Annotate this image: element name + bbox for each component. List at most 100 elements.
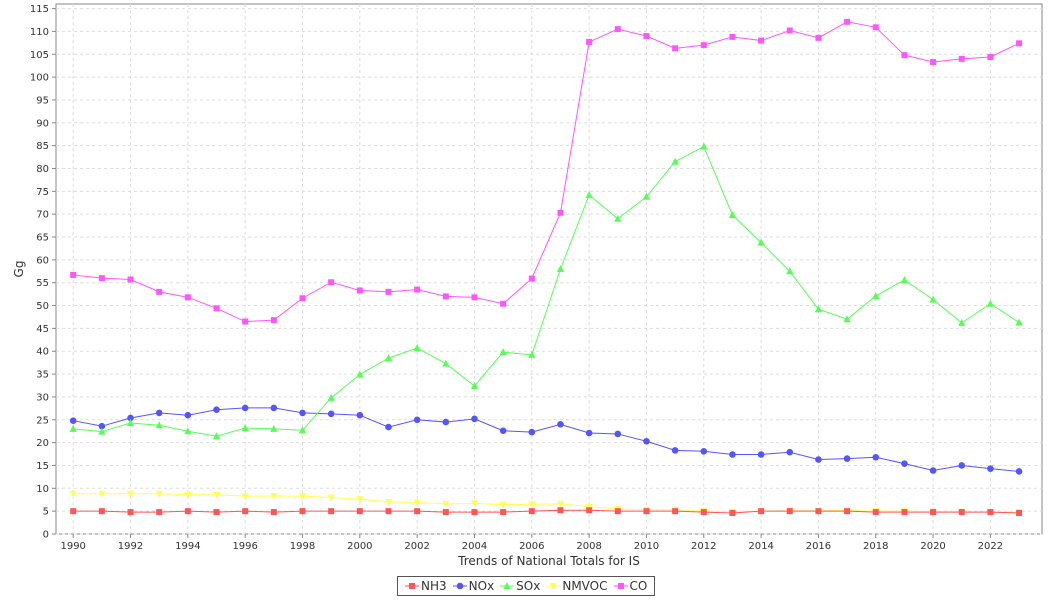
data-point-co [586, 38, 593, 45]
data-point-co [786, 27, 793, 34]
legend-item-nmvoc: NMVOC [546, 579, 608, 593]
data-point-nh3 [184, 508, 191, 515]
data-point-nox [901, 460, 908, 467]
data-point-nh3 [1016, 509, 1023, 516]
y-tick-label: 45 [36, 324, 49, 335]
plot-area [55, 3, 1043, 535]
x-tick-label: 2020 [920, 541, 945, 552]
data-point-co [844, 18, 851, 25]
series-nh3 [70, 507, 1023, 516]
data-point-nmvoc [327, 494, 335, 502]
data-point-co [872, 24, 879, 31]
y-tick-label: 100 [30, 73, 49, 84]
x-axis-ticks: 1990 1992 1994 1996 1998 2000 2002 2004 2006 2008… [60, 534, 1003, 552]
data-point-co [901, 52, 908, 59]
data-point-nmvoc [442, 500, 450, 508]
data-point-nh3 [328, 508, 335, 515]
data-point-nh3 [528, 508, 535, 515]
series-line-nh3 [73, 509, 1020, 514]
data-point-nox [987, 465, 994, 472]
data-point-nox [184, 411, 192, 419]
data-point-co [356, 287, 363, 294]
x-axis-label: Trends of National Totals for IS [457, 554, 640, 568]
data-point-nh3 [471, 509, 478, 516]
data-point-nmvoc [270, 493, 278, 501]
data-point-nox [585, 429, 593, 437]
data-point-nh3 [299, 508, 306, 515]
data-point-nox [958, 462, 966, 469]
x-tick-label: 2006 [519, 541, 544, 552]
series-line-co [73, 21, 1020, 323]
y-tick-label: 20 [36, 438, 49, 449]
data-point-sox [700, 142, 708, 150]
data-point-nmvoc [184, 491, 192, 499]
x-tick-label: 2018 [863, 541, 888, 552]
series-line-sox [73, 145, 1020, 437]
data-point-sox [1015, 318, 1023, 326]
data-point-co [70, 271, 77, 278]
y-tick-label: 10 [36, 484, 49, 495]
data-point-co [557, 209, 564, 216]
data-point-sox [929, 295, 937, 303]
data-point-nh3 [872, 509, 879, 516]
legend-marker [456, 582, 463, 590]
x-tick-label: 2002 [404, 541, 429, 552]
data-point-nh3 [614, 508, 621, 515]
y-tick-label: 25 [36, 415, 49, 426]
y-axis-label: Gg [12, 261, 26, 278]
data-point-sox [98, 427, 106, 435]
data-point-nmvoc [556, 500, 565, 508]
y-tick-label: 80 [36, 164, 49, 175]
data-point-sox [757, 238, 765, 246]
data-point-nmvoc [528, 501, 536, 509]
data-point-nh3 [213, 509, 220, 516]
legend-item-sox: SOx [500, 579, 540, 593]
data-point-nox [528, 428, 536, 436]
series-line-nox [73, 407, 1020, 472]
data-point-co [672, 45, 679, 52]
data-point-sox [728, 211, 737, 219]
data-point-sox [528, 350, 536, 358]
data-point-nox [929, 467, 937, 474]
data-point-sox [499, 348, 507, 356]
y-tick-label: 65 [36, 233, 49, 244]
series-line-nmvoc [73, 493, 1020, 513]
y-tick-label: 95 [36, 95, 49, 106]
legend-label: NH3 [421, 579, 447, 593]
data-point-sox [69, 424, 77, 432]
data-point-nmvoc [126, 490, 135, 498]
data-point-nh3 [356, 508, 363, 515]
data-point-nox [557, 421, 564, 428]
data-point-nox [815, 456, 822, 463]
x-tick-label: 1996 [232, 541, 257, 552]
x-tick-label: 2010 [634, 541, 659, 552]
y-tick-label: 5 [43, 507, 49, 518]
series-co [70, 18, 1023, 325]
y-tick-label: 50 [36, 301, 49, 312]
data-point-sox [327, 393, 335, 401]
data-point-sox [241, 424, 249, 431]
data-point-sox [155, 421, 163, 429]
data-point-sox [212, 432, 221, 440]
data-point-co [98, 275, 105, 282]
y-tick-label: 30 [36, 392, 49, 403]
data-point-nox [471, 415, 478, 423]
y-tick-label: 0 [43, 530, 49, 541]
data-point-co [414, 286, 421, 293]
data-point-nh3 [758, 508, 765, 515]
data-point-nh3 [786, 508, 793, 515]
legend-marker [549, 583, 557, 590]
data-point-co [958, 55, 965, 62]
data-point-nh3 [127, 509, 134, 516]
data-point-sox [442, 359, 450, 367]
data-point-nox [614, 430, 622, 438]
data-point-sox [986, 299, 995, 307]
data-point-nox [757, 451, 765, 458]
x-tick-label: 2008 [576, 541, 601, 552]
data-point-co [127, 276, 134, 283]
y-tick-label: 90 [36, 118, 49, 129]
x-tick-label: 2000 [347, 541, 372, 552]
data-point-co [528, 275, 535, 282]
data-point-nmvoc [98, 490, 106, 498]
y-tick-label: 115 [30, 4, 49, 15]
